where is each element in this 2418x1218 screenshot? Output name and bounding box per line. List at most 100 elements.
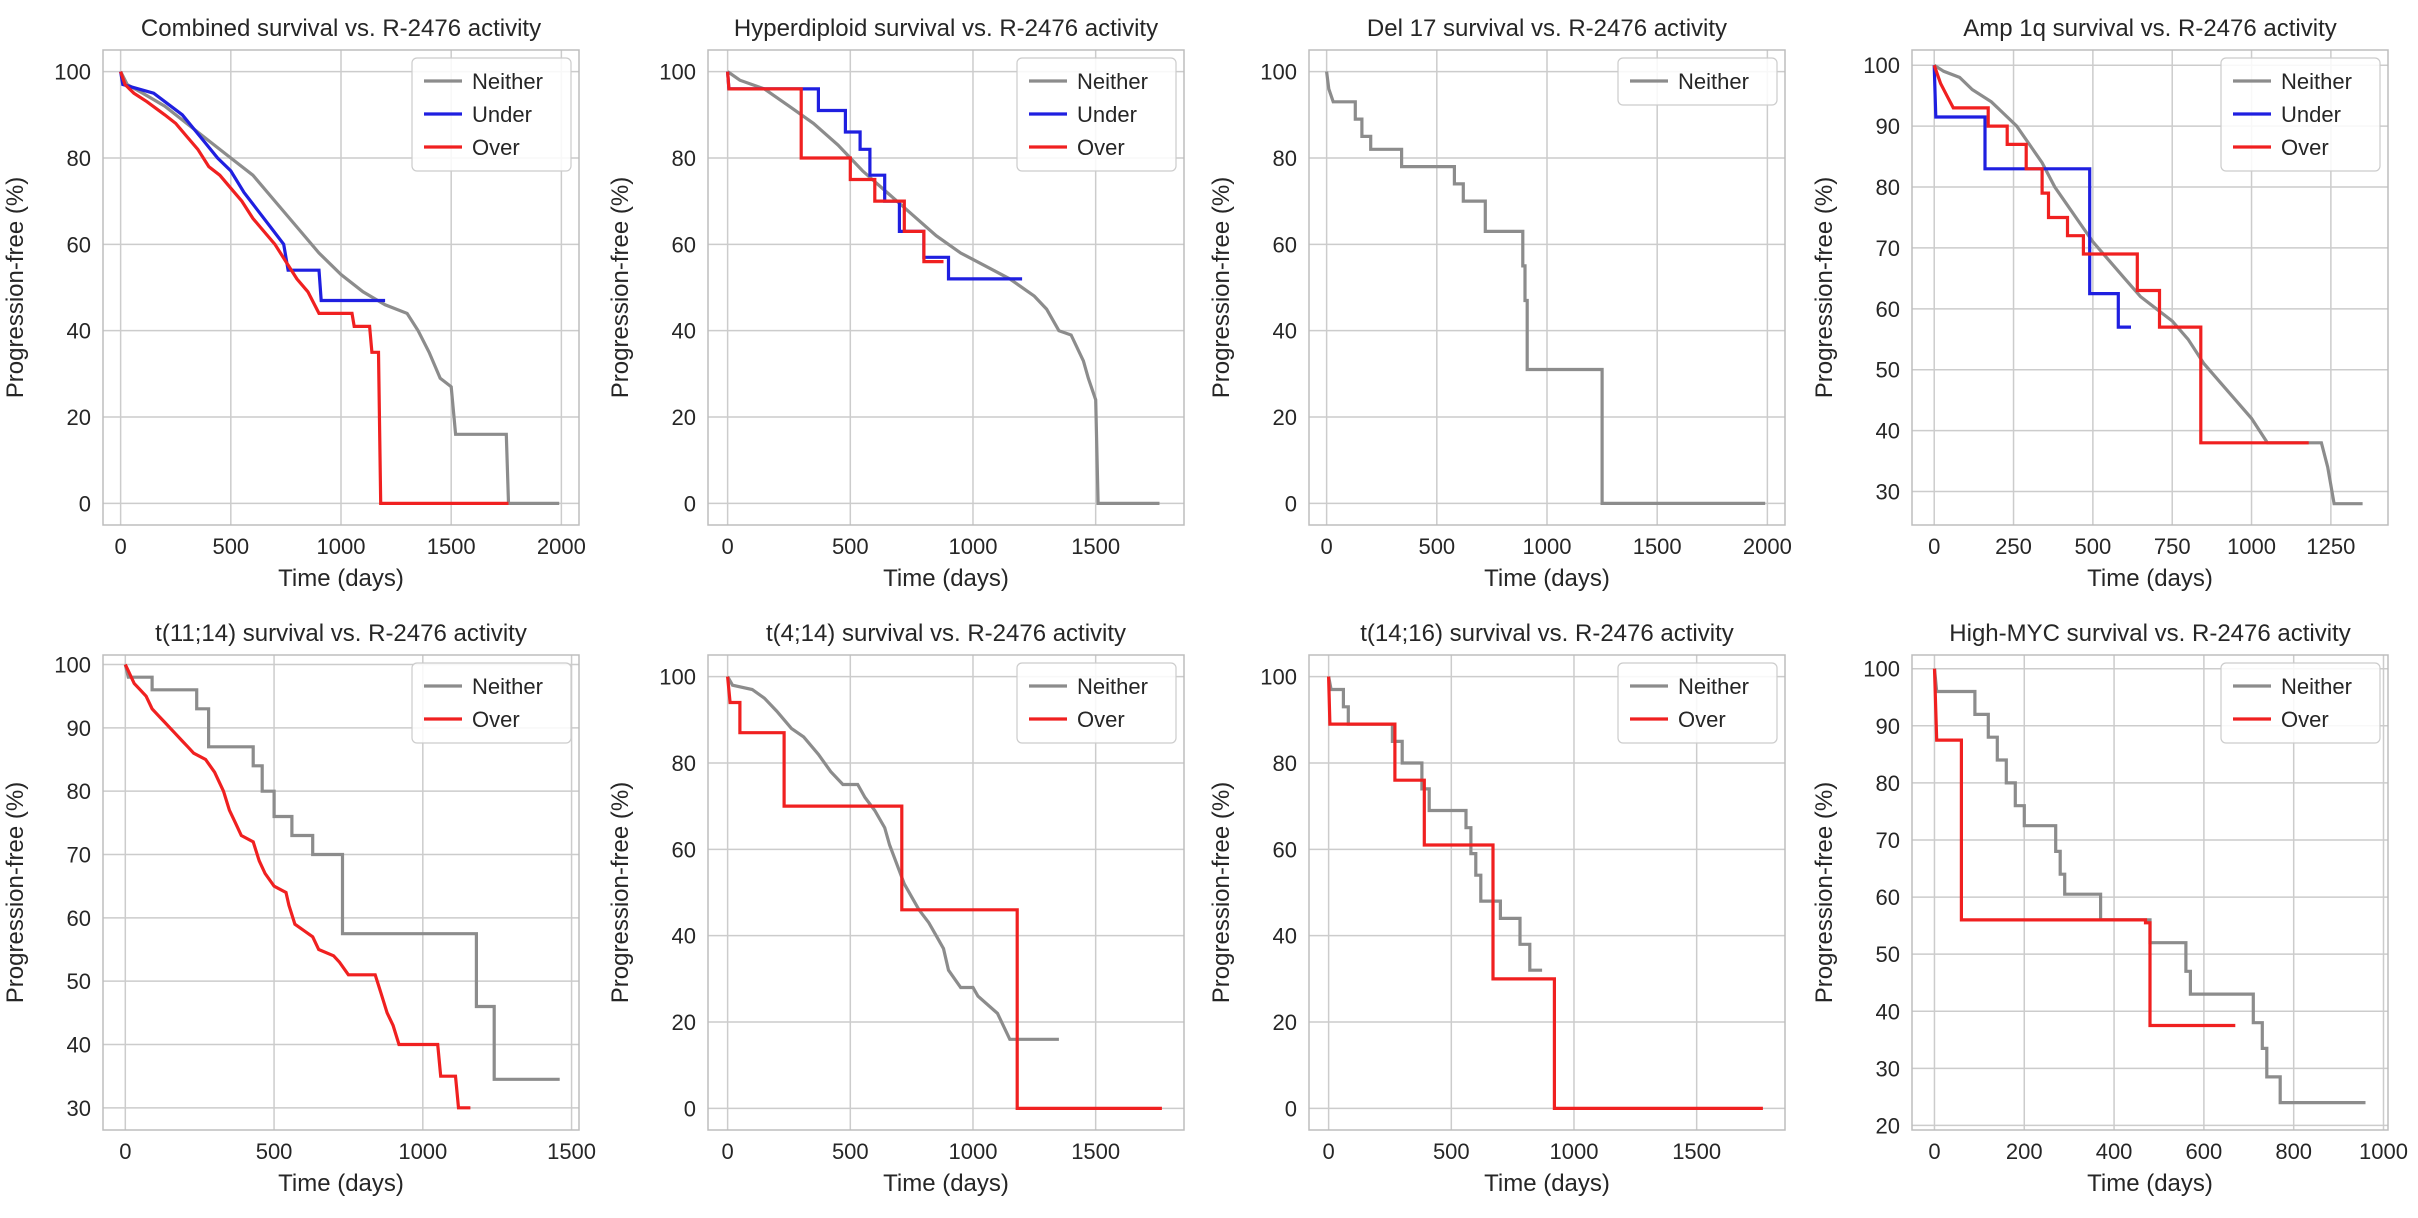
chart2-xtick-label-1500: 1500 bbox=[1071, 534, 1120, 559]
chart3-xtick-label-2000: 2000 bbox=[1743, 534, 1792, 559]
chart4-legend-box bbox=[2220, 57, 2381, 172]
chart6-legend-label-over: Over bbox=[1077, 707, 1125, 732]
chart4-legend-label-over: Over bbox=[2281, 135, 2329, 160]
chart4-legend-label-under: Under bbox=[2281, 102, 2341, 127]
chart7-xtick-label-0: 0 bbox=[1323, 1139, 1335, 1164]
chart4-ytick-label-50: 50 bbox=[1876, 358, 1900, 383]
chart3-xtick-label-1000: 1000 bbox=[1523, 534, 1572, 559]
chart3-xtick-label-500: 500 bbox=[1418, 534, 1455, 559]
chart6-ylabel: Progression-free (%) bbox=[607, 782, 634, 1003]
chart5-ytick-label-60: 60 bbox=[67, 906, 91, 931]
chart4: 0 250 500 750 1000 1250 30 40 50 60 70 80 90 100 Amp 1… bbox=[1811, 15, 2389, 592]
chart1-xlabel: Time (days) bbox=[278, 565, 404, 592]
chart4-ylabel: Progression-free (%) bbox=[1811, 177, 1838, 398]
chart1-series-neither bbox=[119, 70, 560, 505]
chart1-legend-label-over: Over bbox=[472, 135, 520, 160]
chart5-ytick-label-80: 80 bbox=[67, 779, 91, 804]
chart1-title: Combined survival vs. R-2476 activity bbox=[141, 15, 541, 42]
chart6-title: t(4;14) survival vs. R-2476 activity bbox=[766, 620, 1126, 647]
chart8-xtick-label-1000: 1000 bbox=[2359, 1139, 2408, 1164]
chart2-xtick-label-500: 500 bbox=[832, 534, 869, 559]
chart6-ytick-label-80: 80 bbox=[672, 751, 696, 776]
chart1-legend: Neither Under Over bbox=[411, 57, 572, 172]
chart8-ytick-label-80: 80 bbox=[1876, 771, 1900, 796]
chart6-ytick-label-20: 20 bbox=[672, 1010, 696, 1035]
chart7-xtick-label-1000: 1000 bbox=[1550, 1139, 1599, 1164]
chart4-ytick-label-60: 60 bbox=[1876, 297, 1900, 322]
chart4-xlabel: Time (days) bbox=[2087, 565, 2213, 592]
chart1-series-under bbox=[119, 71, 386, 303]
chart1-legend-label-under: Under bbox=[472, 102, 532, 127]
chart6-xtick-label-1000: 1000 bbox=[949, 1139, 998, 1164]
chart1-legend-label-neither: Neither bbox=[472, 69, 543, 94]
chart2-ylabel: Progression-free (%) bbox=[607, 177, 634, 398]
chart6-legend-label-neither: Neither bbox=[1077, 674, 1148, 699]
chart5-xlabel: Time (days) bbox=[278, 1170, 404, 1197]
chart1-ytick-label-100: 100 bbox=[54, 60, 91, 85]
chart8-ytick-label-50: 50 bbox=[1876, 942, 1900, 967]
chart3-ylabel: Progression-free (%) bbox=[1208, 177, 1235, 398]
chart5-ytick-label-50: 50 bbox=[67, 969, 91, 994]
chart2: 0 500 1000 1500 0 20 40 60 80 100 Hyperdiploid sur… bbox=[607, 15, 1185, 592]
chart5-legend: Neither Over bbox=[411, 662, 572, 744]
chart1-ytick-label-20: 20 bbox=[67, 405, 91, 430]
chart8: 0 200 400 600 800 1000 20 30 40 50 60 70 80 90 100 High… bbox=[1811, 620, 2408, 1197]
chart7-ytick-label-40: 40 bbox=[1273, 924, 1297, 949]
chart8-series-over bbox=[1932, 668, 2236, 1028]
chart8-frame bbox=[1911, 654, 2389, 1131]
chart7-ylabel: Progression-free (%) bbox=[1208, 782, 1235, 1003]
chart7-xtick-label-1500: 1500 bbox=[1672, 1139, 1721, 1164]
chart6-ytick-label-0: 0 bbox=[684, 1096, 696, 1121]
chart4-xtick-label-500: 500 bbox=[2075, 534, 2112, 559]
chart7-ytick-label-0: 0 bbox=[1285, 1096, 1297, 1121]
chart3-legend-box bbox=[1617, 57, 1778, 106]
chart8-xtick-label-200: 200 bbox=[2006, 1139, 2043, 1164]
chart2-ytick-label-40: 40 bbox=[672, 319, 696, 344]
chart2-series-under bbox=[726, 71, 1023, 281]
chart6-ytick-label-40: 40 bbox=[672, 924, 696, 949]
chart6-frame bbox=[707, 654, 1185, 1131]
chart7-xlabel: Time (days) bbox=[1484, 1170, 1610, 1197]
chart7-frame bbox=[1308, 654, 1786, 1131]
chart2-xtick-label-1000: 1000 bbox=[949, 534, 998, 559]
chart3-frame bbox=[1308, 49, 1786, 526]
chart6-series-over bbox=[726, 676, 1162, 1110]
chart5-series-neither bbox=[123, 664, 560, 1081]
chart3-xlabel: Time (days) bbox=[1484, 565, 1610, 592]
chart5-ytick-label-30: 30 bbox=[67, 1096, 91, 1121]
chart3-series-neither bbox=[1325, 71, 1766, 505]
chart3-legend: Neither bbox=[1617, 57, 1778, 106]
chart4-ytick-label-80: 80 bbox=[1876, 175, 1900, 200]
chart4-ytick-label-100: 100 bbox=[1863, 53, 1900, 78]
chart4-ytick-label-30: 30 bbox=[1876, 480, 1900, 505]
chart1-xtick-label-2000: 2000 bbox=[537, 534, 586, 559]
chart4-xtick-label-1250: 1250 bbox=[2306, 534, 2355, 559]
chart7-legend-box bbox=[1617, 662, 1778, 744]
chart4-series-neither bbox=[1933, 63, 2363, 506]
chart5-xtick-label-500: 500 bbox=[256, 1139, 293, 1164]
chart6-ytick-label-100: 100 bbox=[659, 665, 696, 690]
chart5-legend-label-over: Over bbox=[472, 707, 520, 732]
chart8-xtick-label-800: 800 bbox=[2275, 1139, 2312, 1164]
chart7: 0 500 1000 1500 0 20 40 60 80 100 t(14;16) surviva… bbox=[1208, 620, 1786, 1197]
chart3-ytick-label-80: 80 bbox=[1273, 146, 1297, 171]
chart2-legend-box bbox=[1016, 57, 1177, 172]
chart2-ytick-label-80: 80 bbox=[672, 146, 696, 171]
chart1-series-over bbox=[119, 71, 509, 505]
chart8-series-neither bbox=[1932, 668, 2366, 1105]
chart5-legend-box bbox=[411, 662, 572, 744]
chart8-legend-label-over: Over bbox=[2281, 707, 2329, 732]
chart4-frame bbox=[1911, 49, 2389, 526]
chart1-frame bbox=[102, 49, 580, 526]
chart7-ytick-label-100: 100 bbox=[1260, 665, 1297, 690]
chart3-xtick-label-0: 0 bbox=[1321, 534, 1333, 559]
chart8-ytick-label-70: 70 bbox=[1876, 828, 1900, 853]
chart5-ytick-label-40: 40 bbox=[67, 1033, 91, 1058]
chart3-ytick-label-0: 0 bbox=[1285, 491, 1297, 516]
chart7-legend: Neither Over bbox=[1617, 662, 1778, 744]
chart7-ytick-label-80: 80 bbox=[1273, 751, 1297, 776]
chart3: 0 500 1000 1500 2000 0 20 40 60 80 100 Del 17 survi… bbox=[1208, 15, 1792, 592]
chart7-ytick-label-60: 60 bbox=[1273, 837, 1297, 862]
chart2-frame bbox=[707, 49, 1185, 526]
chart3-ytick-label-40: 40 bbox=[1273, 319, 1297, 344]
